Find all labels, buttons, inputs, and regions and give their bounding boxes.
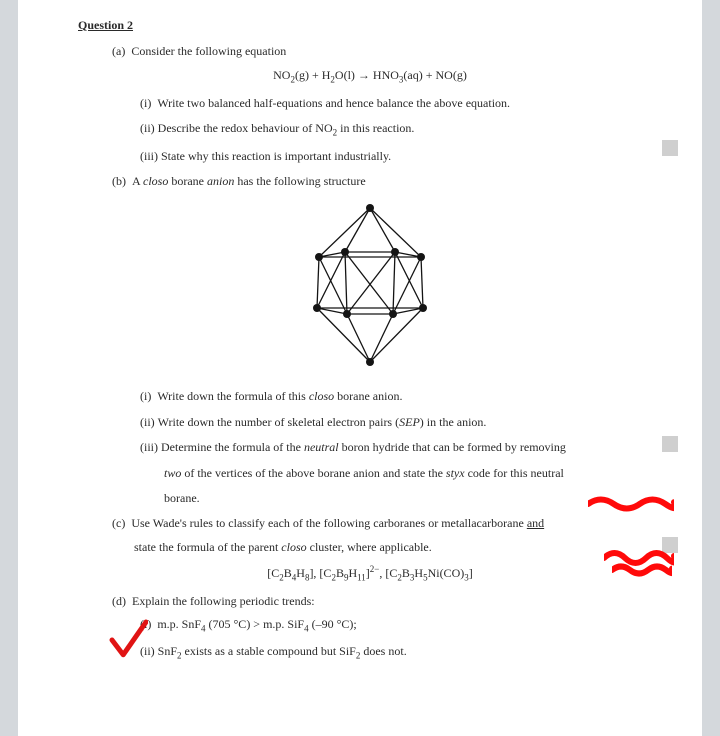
b-iii-text1: Determine the formula of the neutral bor… bbox=[161, 440, 566, 454]
b-iii-l3: borane. bbox=[164, 490, 662, 507]
a-i: (i) Write two balanced half-equations an… bbox=[140, 95, 662, 112]
a-iii-label: (iii) bbox=[140, 149, 158, 163]
question-header: Question 2 bbox=[78, 18, 662, 33]
b-i-text: Write down the formula of this closo bor… bbox=[157, 389, 402, 403]
a-ii-label: (ii) bbox=[140, 121, 155, 135]
part-b: (b) A closo borane anion has the followi… bbox=[112, 173, 662, 190]
b-iii-l1: (iii) Determine the formula of the neutr… bbox=[140, 439, 662, 456]
part-d-label: (d) bbox=[112, 594, 126, 608]
part-a-intro: Consider the following equation bbox=[131, 44, 286, 58]
b-iii-label: (iii) bbox=[140, 440, 158, 454]
a-ii: (ii) Describe the redox behaviour of NO2… bbox=[140, 120, 662, 139]
b-i: (i) Write down the formula of this closo… bbox=[140, 388, 662, 405]
b-iii-l2: two of the vertices of the above borane … bbox=[164, 465, 662, 482]
a-i-label: (i) bbox=[140, 96, 151, 110]
exam-page: Question 2 (a) Consider the following eq… bbox=[18, 0, 702, 736]
a-i-text: Write two balanced half-equations and he… bbox=[157, 96, 510, 110]
a-ii-text: Describe the redox behaviour of NO2 in t… bbox=[158, 121, 415, 135]
part-b-intro: A closo borane anion has the following s… bbox=[132, 174, 366, 188]
b-i-label: (i) bbox=[140, 389, 151, 403]
d-ii-text: SnF2 exists as a stable compound but SiF… bbox=[158, 644, 407, 658]
grader-mark-box bbox=[662, 436, 678, 452]
grader-mark-box bbox=[662, 537, 678, 553]
grader-mark-box bbox=[662, 140, 678, 156]
a-iii-text: State why this reaction is important ind… bbox=[161, 149, 391, 163]
d-ii-label: (ii) bbox=[140, 644, 155, 658]
part-b-label: (b) bbox=[112, 174, 126, 188]
a-iii: (iii) State why this reaction is importa… bbox=[140, 148, 662, 165]
b-ii: (ii) Write down the number of skeletal e… bbox=[140, 414, 662, 431]
equation-a: NO2(g) + H2O(l) → HNO3(aq) + NO(g) bbox=[78, 68, 662, 84]
compounds-line: [C2B4H8], [C2B9H11]2−, [C2B3H5Ni(CO)3] bbox=[78, 564, 662, 582]
d-ii: (ii) SnF2 exists as a stable compound bu… bbox=[140, 643, 662, 662]
part-d: (d) Explain the following periodic trend… bbox=[112, 593, 662, 610]
part-d-intro: Explain the following periodic trends: bbox=[132, 594, 315, 608]
d-i-text: m.p. SnF4 (705 °C) > m.p. SiF4 (–90 °C); bbox=[157, 617, 356, 631]
borane-structure-figure bbox=[295, 202, 445, 372]
part-a-label: (a) bbox=[112, 44, 125, 58]
part-c-l2: state the formula of the parent closo cl… bbox=[134, 539, 662, 556]
d-i-label: (i) bbox=[140, 617, 151, 631]
part-a: (a) Consider the following equation bbox=[112, 43, 662, 60]
b-ii-label: (ii) bbox=[140, 415, 155, 429]
part-c-text1: Use Wade's rules to classify each of the… bbox=[131, 516, 544, 530]
d-i: (i) m.p. SnF4 (705 °C) > m.p. SiF4 (–90 … bbox=[140, 616, 662, 635]
b-ii-text: Write down the number of skeletal electr… bbox=[158, 415, 487, 429]
part-c-label: (c) bbox=[112, 516, 125, 530]
part-c-l1: (c) Use Wade's rules to classify each of… bbox=[112, 515, 662, 532]
